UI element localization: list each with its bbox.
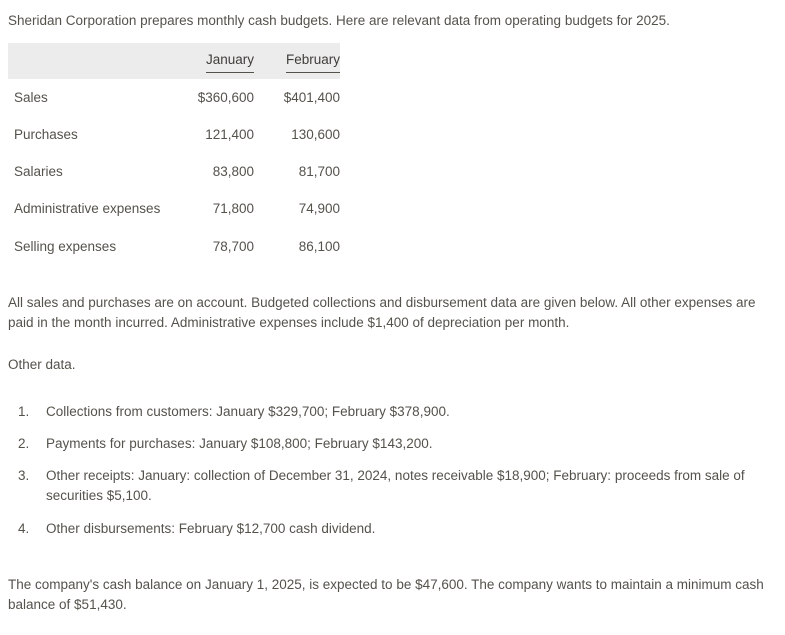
administrative-january-value: 71,800: [212, 201, 254, 217]
table-row: Administrative expenses 71,800 74,900: [8, 190, 340, 227]
closing-paragraph: The company's cash balance on January 1,…: [8, 576, 764, 612]
salaries-january-value: 83,800: [212, 164, 254, 179]
row-label-salaries: Salaries: [14, 164, 63, 179]
table-row: Salaries 83,800 81,700: [8, 153, 340, 190]
sales-february-value: $401,400: [283, 89, 340, 105]
sales-january-value: $360,600: [197, 89, 254, 105]
list-item: 1. Collections from customers: January $…: [8, 402, 777, 422]
column-header-february: February: [285, 50, 340, 73]
row-label-administrative-expenses: Administrative expenses: [14, 201, 161, 217]
accounts-paragraph: All sales and purchases are on account. …: [8, 294, 756, 330]
list-item-number: 4.: [18, 520, 30, 536]
list-item-text: Collections from customers: January $329…: [46, 403, 450, 419]
list-item-number: 2.: [18, 435, 30, 451]
header-spacer-cell: [8, 43, 186, 79]
list-item: 3. Other receipts: January: collection o…: [8, 466, 777, 507]
table-header-row: January February: [8, 43, 340, 79]
purchases-january-value: 121,400: [205, 126, 254, 142]
other-data-label: Other data.: [8, 357, 76, 373]
budget-table: January February Sales $360,600 $401,400…: [8, 43, 340, 265]
list-item-text: Other receipts: January: collection of D…: [46, 468, 745, 504]
list-item-number: 3.: [18, 468, 30, 483]
list-item-text: Other disbursements: February $12,700 ca…: [46, 520, 376, 536]
administrative-february-value: 74,900: [298, 201, 340, 217]
table-row: Sales $360,600 $401,400: [8, 79, 340, 116]
selling-february-value: 86,100: [298, 238, 340, 254]
row-label-sales: Sales: [14, 89, 48, 105]
table-row: Selling expenses 78,700 86,100: [8, 228, 340, 265]
salaries-february-value: 81,700: [298, 164, 340, 179]
list-item: 4. Other disbursements: February $12,700…: [8, 519, 777, 539]
list-item: 2. Payments for purchases: January $108,…: [8, 434, 777, 454]
column-header-january: January: [205, 50, 254, 73]
other-data-list: 1. Collections from customers: January $…: [8, 402, 777, 539]
list-item-number: 1.: [18, 403, 30, 419]
list-item-text: Payments for purchases: January $108,800…: [46, 435, 433, 451]
row-label-purchases: Purchases: [14, 126, 78, 142]
selling-january-value: 78,700: [212, 238, 254, 254]
intro-paragraph: Sheridan Corporation prepares monthly ca…: [8, 13, 670, 28]
table-row: Purchases 121,400 130,600: [8, 116, 340, 153]
row-label-selling-expenses: Selling expenses: [14, 238, 117, 254]
purchases-february-value: 130,600: [291, 126, 340, 142]
